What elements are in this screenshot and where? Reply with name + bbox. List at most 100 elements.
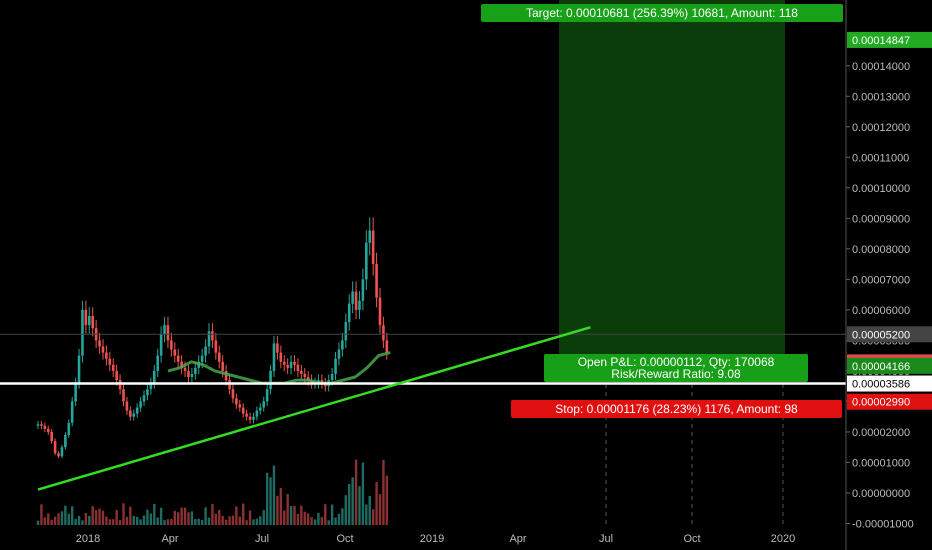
volume-bar [283, 510, 286, 525]
volume-bar [156, 517, 159, 525]
trend-line [37, 326, 591, 491]
volume-bars [36, 459, 389, 525]
volume-bar [265, 472, 269, 525]
price-axis[interactable]: -0.00001000 0.00000000 0.00001000 0.0000200… [845, 0, 932, 550]
price-label: 0.00014847 [852, 35, 910, 47]
y-tick-label: 0.00011000 [852, 152, 909, 164]
position-zone [559, 0, 785, 366]
volume-bar [94, 510, 98, 525]
candle-body [163, 325, 166, 335]
candle-body [382, 325, 385, 341]
y-tick-label: 0.00007000 [852, 274, 910, 286]
candle-body [265, 389, 269, 402]
volume-bar [354, 459, 358, 525]
volume-bar [245, 520, 248, 525]
price-label-box [847, 326, 932, 343]
candle-body [378, 297, 382, 326]
candle-body [115, 370, 118, 381]
volume-bar [327, 520, 330, 525]
volume-bar [47, 513, 50, 525]
candle-body [211, 331, 214, 341]
price-label: 0.00002990 [852, 397, 910, 409]
candle-body [64, 434, 67, 448]
candle-body [320, 380, 324, 384]
candle-body [173, 349, 177, 356]
candle-body [306, 377, 310, 381]
volume-bar [224, 519, 228, 525]
x-tick-label: Apr [509, 533, 526, 545]
price-label: 0.00003586 [852, 379, 910, 391]
y-tick-label: 0.00002000 [852, 427, 910, 439]
volume-bar [211, 503, 214, 525]
candle-body [139, 401, 142, 408]
volume-bar [221, 515, 224, 525]
candle-body [259, 407, 262, 411]
volume-bar [53, 516, 57, 525]
volume-bar [371, 509, 375, 525]
candle-body [252, 416, 255, 420]
candle-body [358, 300, 361, 310]
candle-body [347, 303, 351, 323]
candle-body [385, 340, 389, 353]
volume-bar [194, 519, 197, 525]
candle-body [70, 401, 74, 423]
volume-bar [231, 515, 235, 525]
price-label: 0.00004166 [852, 361, 910, 373]
volume-bar [375, 481, 378, 525]
candle-body [231, 389, 235, 399]
candle-body [74, 383, 77, 402]
candle-body [241, 407, 245, 414]
volume-bar [64, 505, 67, 525]
volume-bar [303, 511, 306, 525]
time-axis[interactable]: 2018 Apr Jul Oct 2019 Apr Jul Oct 2020 [76, 533, 795, 545]
volume-bar [382, 459, 385, 525]
volume-bar [361, 462, 365, 525]
candle-body [101, 346, 105, 353]
candle-body [279, 352, 283, 362]
volume-bar [118, 519, 122, 525]
price-label-box [847, 393, 932, 410]
volume-bar [173, 510, 176, 525]
volume-bar [276, 495, 279, 525]
candle-body [67, 422, 71, 435]
candle-body [286, 364, 289, 368]
y-tick-label: 0.00014000 [852, 61, 910, 73]
candle-body [125, 401, 129, 411]
candle-body [81, 309, 84, 356]
volume-bar [153, 503, 156, 525]
candle-body [105, 352, 108, 359]
candle-body [289, 361, 293, 368]
volume-bar [149, 513, 153, 525]
volume-bar [163, 520, 166, 525]
candle-body [57, 453, 60, 457]
volume-bar [115, 510, 118, 525]
volume-bar [122, 503, 125, 525]
candle-body [368, 230, 372, 243]
x-tick-label: Oct [336, 533, 353, 545]
candle-body [77, 355, 81, 384]
volume-bar [166, 519, 170, 525]
candle-body [149, 383, 153, 390]
pnl-label: Open P&L: 0.00000112, Qty: 170068 [578, 355, 775, 369]
candle-body [88, 315, 91, 326]
candles [36, 217, 389, 459]
candle-body [129, 410, 132, 417]
volume-bar [135, 516, 139, 525]
volume-bar [310, 517, 313, 525]
volume-bar [262, 510, 265, 525]
candle-body [262, 401, 266, 408]
candle-body [180, 361, 183, 368]
candle-body [269, 370, 272, 390]
volume-bar [125, 516, 129, 525]
volume-bar [112, 519, 115, 525]
candle-body [303, 373, 307, 378]
volume-bar [286, 493, 289, 525]
volume-bar [269, 477, 272, 525]
candle-body [293, 361, 296, 365]
candle-body [354, 291, 358, 310]
candle-body [60, 447, 64, 457]
volume-bar [183, 507, 187, 525]
candle-body [282, 361, 286, 365]
volume-bar [296, 513, 300, 525]
